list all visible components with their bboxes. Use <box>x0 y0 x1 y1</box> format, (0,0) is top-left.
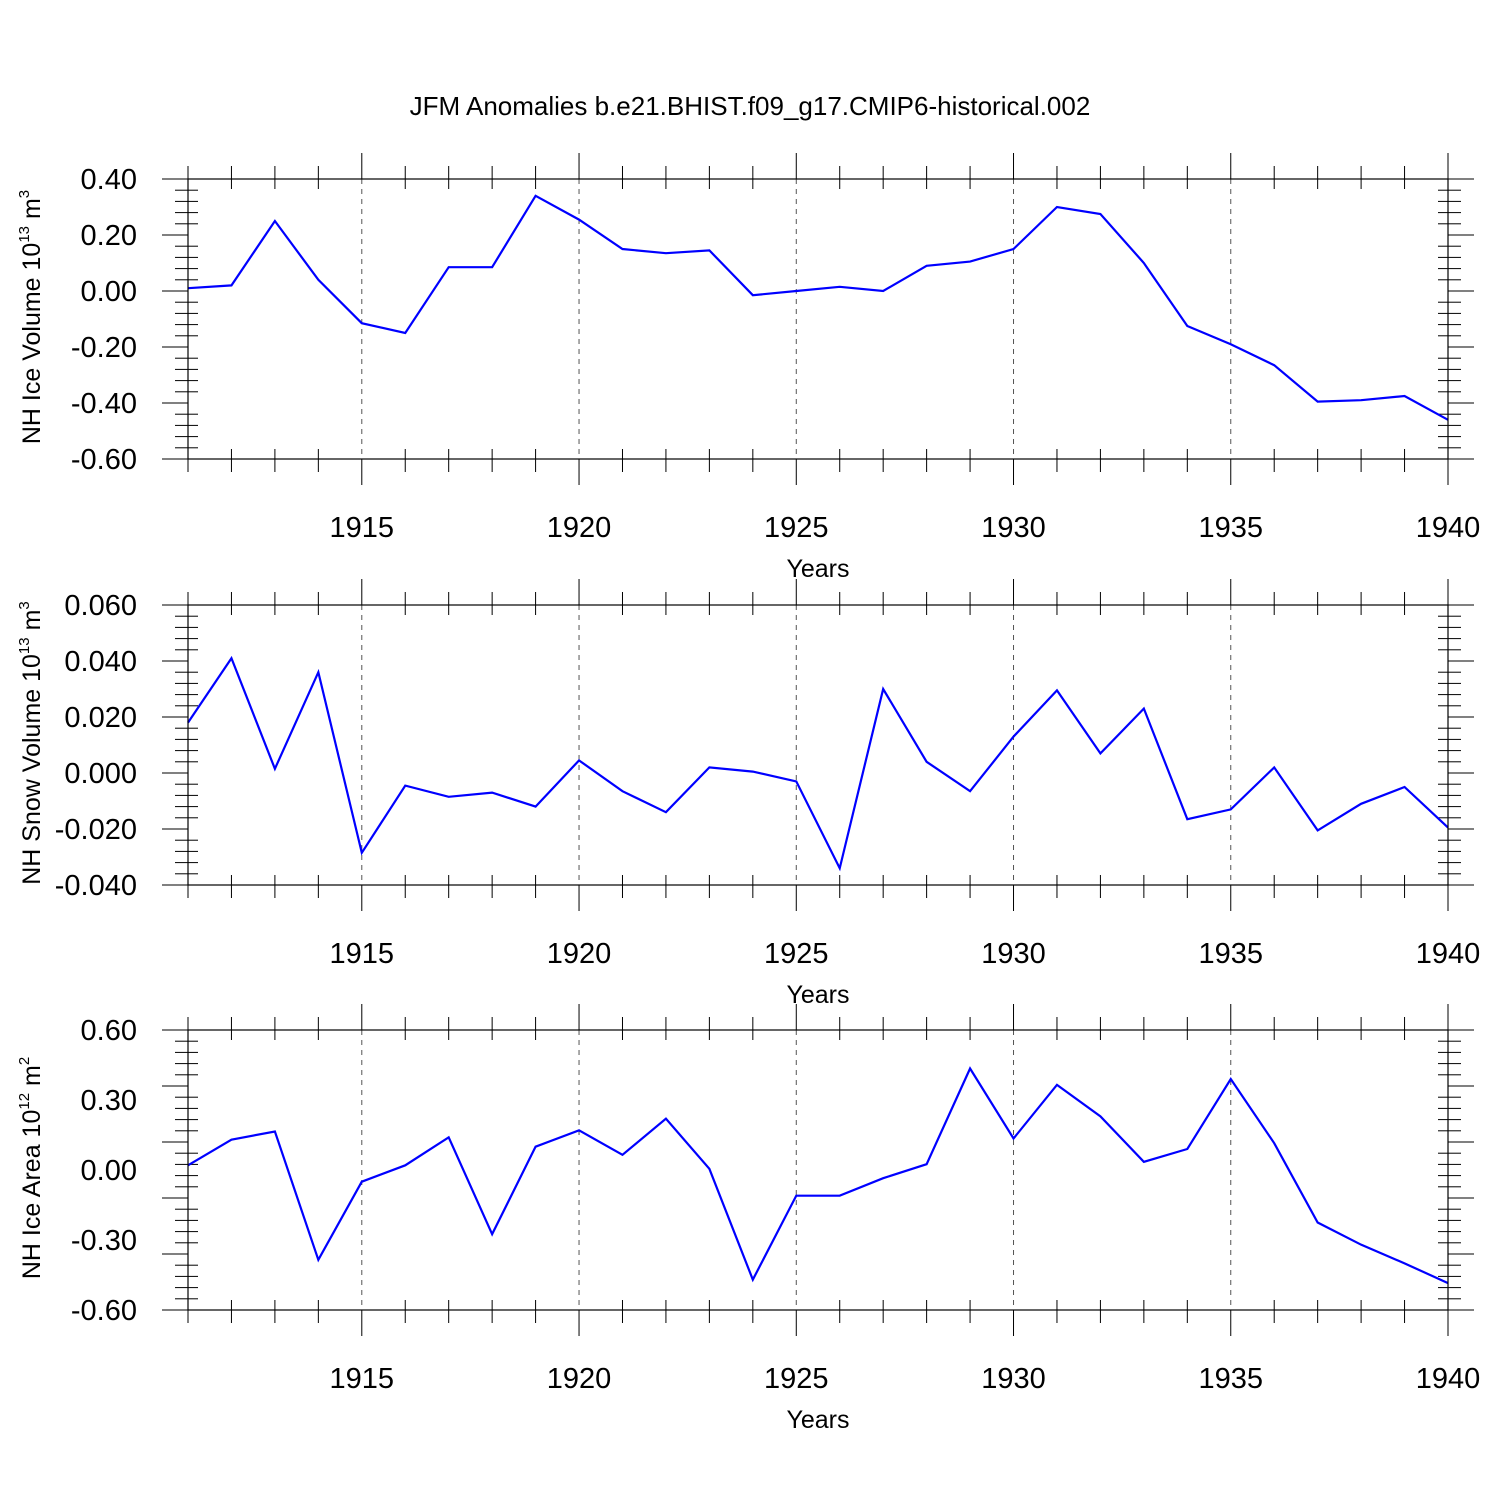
series-line-1 <box>187 194 1449 421</box>
x-axis-title: Years <box>786 1406 849 1434</box>
x-axis-title: Years <box>786 981 849 1009</box>
y-tick-label: 0.060 <box>64 590 137 622</box>
y-tick-label: 0.60 <box>81 1015 137 1047</box>
y-tick-label: -0.40 <box>71 388 137 420</box>
x-tick-label: 1920 <box>547 938 612 970</box>
x-tick-label: 1930 <box>981 938 1046 970</box>
y-tick-label: -0.30 <box>71 1225 137 1257</box>
axis-ticks-inner <box>187 1030 1448 1310</box>
y-axis-title: NH Ice Area 1012 m2 <box>16 1057 46 1279</box>
y-tick-label: 0.40 <box>81 164 137 196</box>
x-tick-label: 1915 <box>330 512 395 544</box>
y-tick-label: 0.20 <box>81 220 137 252</box>
x-tick-label: 1935 <box>1199 512 1264 544</box>
y-tick-label: -0.60 <box>71 1295 137 1327</box>
x-tick-label: 1940 <box>1416 1363 1481 1395</box>
x-tick-label: 1935 <box>1199 1363 1264 1395</box>
x-tick-label: 1925 <box>764 512 829 544</box>
y-tick-label: -0.040 <box>55 870 137 902</box>
series-line-2 <box>187 655 1449 872</box>
y-tick-label: 0.30 <box>81 1085 137 1117</box>
y-tick-label: 0.00 <box>81 276 137 308</box>
plot-frame <box>187 604 1449 886</box>
axis-ticks <box>162 1004 1474 1336</box>
plot-frame <box>187 178 1449 460</box>
x-tick-label: 1940 <box>1416 512 1481 544</box>
x-tick-label: 1925 <box>764 1363 829 1395</box>
axis-ticks-inner <box>187 179 1448 459</box>
y-tick-label: -0.20 <box>71 332 137 364</box>
x-tick-label: 1930 <box>981 1363 1046 1395</box>
x-tick-label: 1935 <box>1199 938 1264 970</box>
x-tick-label: 1920 <box>547 1363 612 1395</box>
chart-panel-2: 0.060 0.040 0.020 0.000 -0.020 -0.040 1915 1920… <box>16 579 1480 1009</box>
axis-ticks-inner <box>187 605 1448 885</box>
chart-panels: 0.40 0.20 0.00 -0.20 -0.40 -0.60 1915 1920 1925 1… <box>16 153 1480 1434</box>
y-tick-label: -0.020 <box>55 814 137 846</box>
x-tick-label: 1930 <box>981 512 1046 544</box>
x-axis-title: Years <box>786 555 849 583</box>
x-tick-label: 1920 <box>547 512 612 544</box>
axis-ticks <box>162 153 1474 485</box>
y-tick-label: 0.00 <box>81 1155 137 1187</box>
x-tick-label: 1915 <box>330 938 395 970</box>
y-tick-label: 0.040 <box>64 646 137 678</box>
y-axis-title: NH Ice Volume 1013 m3 <box>16 190 46 444</box>
x-tick-label: 1915 <box>330 1363 395 1395</box>
chart-panel-1: 0.40 0.20 0.00 -0.20 -0.40 -0.60 1915 1920 1925 1… <box>16 153 1480 583</box>
chart-title: JFM Anomalies b.e21.BHIST.f09_g17.CMIP6-… <box>410 91 1091 121</box>
y-tick-label: 0.020 <box>64 702 137 734</box>
plot-frame <box>187 1029 1449 1311</box>
y-tick-label: -0.60 <box>71 444 137 476</box>
x-tick-label: 1940 <box>1416 938 1481 970</box>
y-tick-label: 0.000 <box>64 758 137 790</box>
chart-panel-3: 0.60 0.30 0.00 -0.30 -0.60 1915 1920 1925 1930 19… <box>16 1004 1480 1434</box>
y-axis-title: NH Snow Volume 1013 m3 <box>16 601 46 885</box>
x-tick-label: 1925 <box>764 938 829 970</box>
series-line-3 <box>187 1066 1449 1285</box>
axis-ticks <box>162 579 1474 911</box>
